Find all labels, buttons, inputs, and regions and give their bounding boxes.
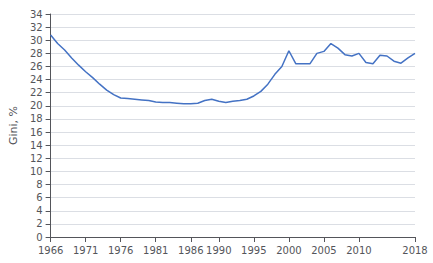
svg-text:34: 34 (30, 9, 43, 20)
svg-text:2018: 2018 (402, 245, 427, 256)
svg-text:2010: 2010 (346, 245, 371, 256)
svg-text:12: 12 (30, 153, 43, 164)
svg-text:28: 28 (30, 48, 43, 59)
svg-text:10: 10 (30, 166, 43, 177)
svg-text:18: 18 (30, 113, 43, 124)
svg-text:2: 2 (36, 218, 42, 229)
svg-text:2000: 2000 (276, 245, 301, 256)
svg-text:1971: 1971 (73, 245, 98, 256)
svg-text:Gini, %: Gini, % (7, 106, 20, 145)
svg-text:30: 30 (30, 35, 43, 46)
svg-text:4: 4 (36, 205, 42, 216)
svg-text:26: 26 (30, 61, 43, 72)
svg-text:20: 20 (30, 100, 43, 111)
svg-text:8: 8 (36, 179, 42, 190)
svg-text:1981: 1981 (143, 245, 168, 256)
svg-text:14: 14 (30, 140, 43, 151)
svg-text:0: 0 (36, 232, 42, 243)
svg-text:1990: 1990 (206, 245, 231, 256)
svg-text:6: 6 (36, 192, 42, 203)
svg-text:1966: 1966 (38, 245, 63, 256)
svg-text:2005: 2005 (311, 245, 336, 256)
svg-text:22: 22 (30, 87, 43, 98)
svg-text:1986: 1986 (178, 245, 203, 256)
svg-text:1995: 1995 (241, 245, 266, 256)
svg-text:1976: 1976 (108, 245, 133, 256)
svg-text:24: 24 (30, 74, 43, 85)
svg-text:16: 16 (30, 127, 43, 138)
svg-text:32: 32 (30, 22, 43, 33)
